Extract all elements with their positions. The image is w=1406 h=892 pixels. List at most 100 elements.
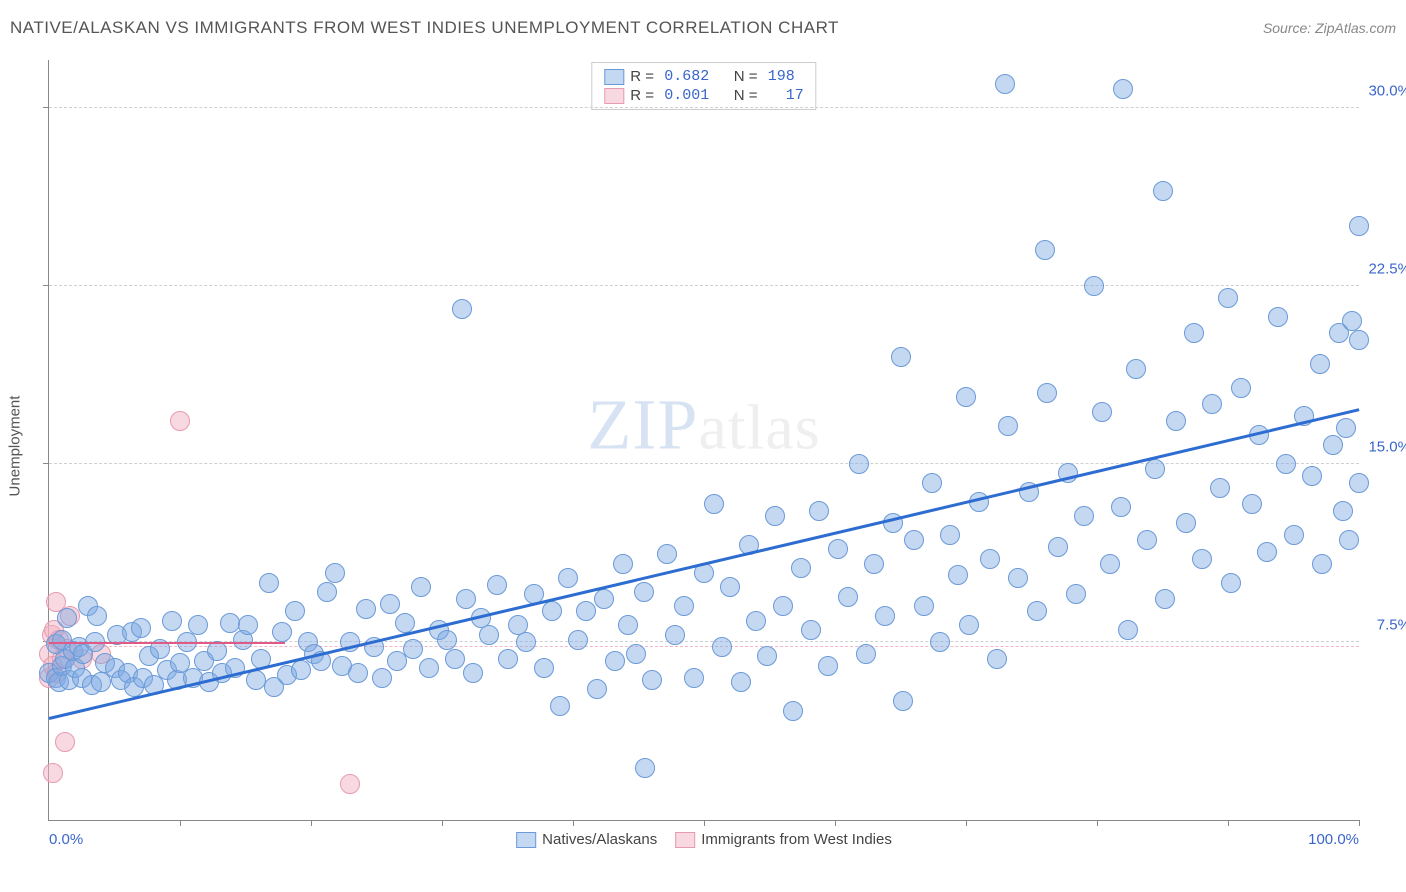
blue-point bbox=[1342, 311, 1362, 331]
y-tick-label: 30.0% bbox=[1368, 82, 1406, 99]
blue-point bbox=[479, 625, 499, 645]
blue-point bbox=[959, 615, 979, 635]
pink-point bbox=[55, 732, 75, 752]
blue-point bbox=[356, 599, 376, 619]
blue-point bbox=[704, 494, 724, 514]
y-tick-label: 15.0% bbox=[1368, 438, 1406, 455]
gridline bbox=[49, 107, 1359, 108]
legend-row-blue: R = 0.682 N = 198 bbox=[602, 67, 805, 86]
y-tick bbox=[43, 107, 49, 108]
x-axis-min-label: 0.0% bbox=[49, 831, 83, 848]
blue-point bbox=[1192, 549, 1212, 569]
blue-point bbox=[534, 658, 554, 678]
blue-point bbox=[1037, 383, 1057, 403]
y-tick bbox=[43, 463, 49, 464]
blue-point bbox=[57, 608, 77, 628]
legend-swatch-pink-bottom bbox=[675, 832, 695, 848]
blue-point bbox=[1066, 584, 1086, 604]
blue-point bbox=[1137, 530, 1157, 550]
blue-point bbox=[1008, 568, 1028, 588]
x-tick bbox=[1228, 820, 1229, 826]
trend-line bbox=[49, 642, 285, 644]
blue-point bbox=[1333, 501, 1353, 521]
blue-point bbox=[765, 506, 785, 526]
legend-item-pink: Immigrants from West Indies bbox=[675, 831, 892, 848]
blue-point bbox=[674, 596, 694, 616]
blue-point bbox=[445, 649, 465, 669]
blue-point bbox=[956, 387, 976, 407]
blue-point bbox=[372, 668, 392, 688]
blue-point bbox=[162, 611, 182, 631]
blue-point bbox=[1176, 513, 1196, 533]
blue-point bbox=[395, 613, 415, 633]
blue-point bbox=[1126, 359, 1146, 379]
x-tick bbox=[180, 820, 181, 826]
x-tick bbox=[966, 820, 967, 826]
blue-point bbox=[411, 577, 431, 597]
x-axis-max-label: 100.0% bbox=[1308, 831, 1359, 848]
blue-point bbox=[712, 637, 732, 657]
blue-point bbox=[856, 644, 876, 664]
blue-point bbox=[618, 615, 638, 635]
blue-point bbox=[188, 615, 208, 635]
blue-point bbox=[594, 589, 614, 609]
blue-point bbox=[1349, 330, 1369, 350]
blue-point bbox=[998, 416, 1018, 436]
blue-point bbox=[380, 594, 400, 614]
blue-point bbox=[207, 641, 227, 661]
blue-point bbox=[1284, 525, 1304, 545]
legend-swatch-blue-bottom bbox=[516, 832, 536, 848]
blue-point bbox=[1184, 323, 1204, 343]
blue-point bbox=[568, 630, 588, 650]
blue-point bbox=[1257, 542, 1277, 562]
blue-point bbox=[665, 625, 685, 645]
blue-point bbox=[419, 658, 439, 678]
blue-point bbox=[1218, 288, 1238, 308]
blue-point bbox=[1310, 354, 1330, 374]
legend-label-pink: Immigrants from West Indies bbox=[701, 831, 892, 848]
blue-point bbox=[272, 622, 292, 642]
blue-point bbox=[1242, 494, 1262, 514]
blue-point bbox=[891, 347, 911, 367]
blue-point bbox=[801, 620, 821, 640]
blue-point bbox=[634, 582, 654, 602]
scatter-plot: ZIPatlas R = 0.682 N = 198 R = 0.001 N =… bbox=[48, 60, 1359, 821]
blue-point bbox=[1048, 537, 1068, 557]
pink-point bbox=[170, 411, 190, 431]
r-label: R = bbox=[630, 87, 658, 104]
pink-point bbox=[43, 763, 63, 783]
blue-point bbox=[259, 573, 279, 593]
blue-point bbox=[1339, 530, 1359, 550]
r-value-pink: 0.001 bbox=[664, 87, 709, 104]
blue-point bbox=[516, 632, 536, 652]
blue-point bbox=[904, 530, 924, 550]
blue-point bbox=[684, 668, 704, 688]
blue-point bbox=[773, 596, 793, 616]
trend-line bbox=[49, 409, 1360, 721]
blue-point bbox=[1111, 497, 1131, 517]
legend-swatch-pink bbox=[604, 88, 624, 104]
blue-point bbox=[285, 601, 305, 621]
x-tick bbox=[442, 820, 443, 826]
blue-point bbox=[940, 525, 960, 545]
blue-point bbox=[1221, 573, 1241, 593]
blue-point bbox=[1336, 418, 1356, 438]
pink-point bbox=[340, 774, 360, 794]
blue-point bbox=[605, 651, 625, 671]
blue-point bbox=[922, 473, 942, 493]
blue-point bbox=[1323, 435, 1343, 455]
x-tick bbox=[311, 820, 312, 826]
blue-point bbox=[238, 615, 258, 635]
blue-point bbox=[657, 544, 677, 564]
y-axis-label: Unemployment bbox=[7, 396, 24, 497]
blue-point bbox=[1302, 466, 1322, 486]
blue-point bbox=[642, 670, 662, 690]
blue-point bbox=[720, 577, 740, 597]
blue-point bbox=[403, 639, 423, 659]
blue-point bbox=[1035, 240, 1055, 260]
blue-point bbox=[1027, 601, 1047, 621]
blue-point bbox=[463, 663, 483, 683]
watermark-text-2: atlas bbox=[698, 391, 820, 462]
legend-label-blue: Natives/Alaskans bbox=[542, 831, 657, 848]
blue-point bbox=[1231, 378, 1251, 398]
